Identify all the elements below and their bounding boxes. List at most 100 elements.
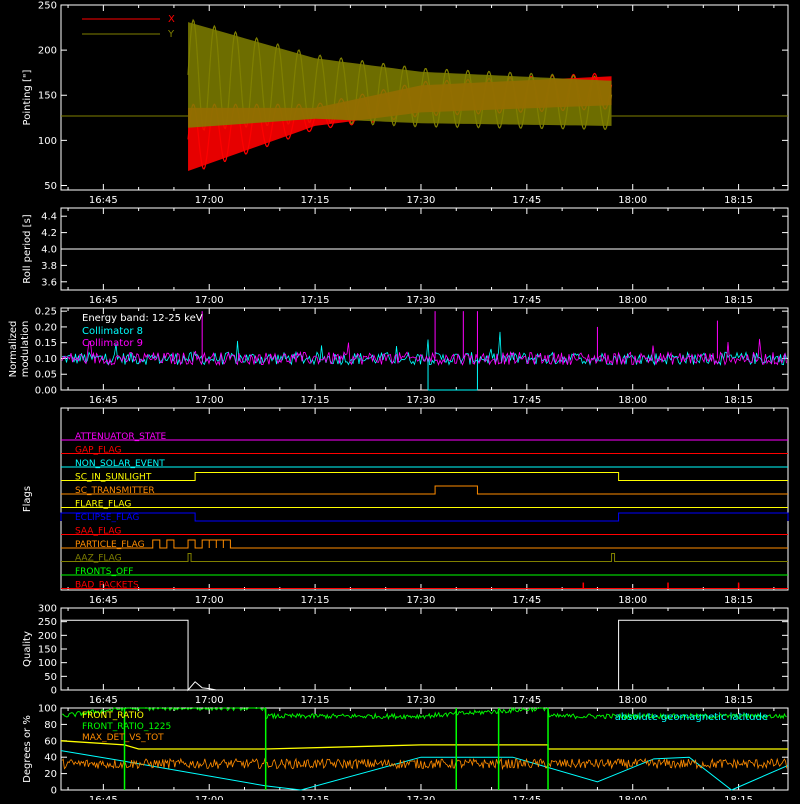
time-tick-label: 17:45	[512, 795, 541, 800]
flag-line-8	[61, 539, 788, 549]
y-tick-label: 4.2	[41, 228, 57, 239]
y-tick-label: 150	[38, 645, 57, 656]
collimator-9-line	[61, 338, 787, 367]
y-axis-label-2b: modulation	[20, 321, 31, 378]
y-tick-label: 3.8	[41, 261, 57, 272]
time-tick-label: 16:45	[89, 695, 118, 706]
time-tick-label: 17:15	[301, 595, 330, 606]
legend-label-collimator-9: Collimator 9	[82, 338, 143, 349]
flag-label-0: ATTENUATOR_STATE	[75, 432, 167, 442]
time-tick-label: 16:45	[89, 595, 118, 606]
flag-line-6	[60, 512, 789, 522]
panel-frame-2	[60, 307, 789, 391]
time-tick-label: 17:00	[195, 795, 224, 800]
time-tick-label: 18:00	[618, 595, 647, 606]
quality-line	[61, 619, 788, 692]
front-ratio-1225-line	[61, 706, 787, 721]
flag-label-4: SC_TRANSMITTER	[75, 486, 155, 496]
y-tick-label: 150	[38, 91, 57, 102]
y-tick-label: 3.6	[41, 277, 57, 288]
time-tick-label: 18:15	[724, 295, 753, 306]
time-tick-label: 16:45	[89, 195, 118, 206]
y-tick-label: 0	[51, 686, 57, 697]
y-tick-label: 0.05	[35, 370, 57, 381]
flag-label-3: SC_IN_SUNLIGHT	[75, 473, 152, 483]
y-tick-label: 40	[44, 753, 57, 764]
time-tick-label: 17:30	[407, 395, 436, 406]
time-tick-label: 17:30	[407, 695, 436, 706]
flag-label-2: NON_SOLAR_EVENT	[75, 459, 165, 469]
y-axis-label-3: Flags	[22, 486, 33, 512]
flag-line-4	[61, 485, 788, 495]
time-tick-label: 16:45	[89, 795, 118, 800]
y-tick-label: 100	[38, 136, 57, 147]
time-tick-label: 17:00	[195, 395, 224, 406]
time-tick-label: 17:45	[512, 595, 541, 606]
y-tick-label: 4.4	[41, 212, 57, 223]
y-tick-label: 50	[44, 181, 57, 192]
y-tick-label: 300	[38, 604, 57, 615]
y-tick-label: 0.25	[35, 307, 57, 318]
y-axis-label-0: Pointing ["]	[22, 69, 33, 125]
time-tick-label: 18:15	[724, 195, 753, 206]
time-tick-label: 16:45	[89, 295, 118, 306]
y-tick-label: 0.15	[35, 338, 57, 349]
time-tick-label: 18:15	[724, 595, 753, 606]
y-tick-label: 4.0	[41, 245, 57, 256]
y-tick-label: 250	[38, 1, 57, 12]
time-tick-label: 17:45	[512, 295, 541, 306]
time-tick-label: 17:45	[512, 695, 541, 706]
y-tick-label: 100	[38, 704, 57, 715]
time-tick-label: 18:00	[618, 295, 647, 306]
legend-label-front-ratio-1225: FRONT_RATIO_1225	[82, 722, 171, 732]
time-tick-label: 17:45	[512, 195, 541, 206]
time-tick-label: 17:30	[407, 595, 436, 606]
y-tick-label: 60	[44, 736, 57, 747]
time-tick-label: 17:15	[301, 795, 330, 800]
y-axis-label-1: Roll period [s]	[22, 214, 33, 283]
y-tick-label: 80	[44, 720, 57, 731]
pointing-y-fill	[188, 22, 612, 128]
time-tick-label: 17:30	[407, 195, 436, 206]
y-axis-label-4: Quality	[22, 631, 33, 667]
panel-frame-0	[60, 4, 789, 191]
time-tick-label: 17:00	[195, 695, 224, 706]
flag-line-3	[61, 472, 788, 482]
time-tick-label: 18:15	[724, 795, 753, 800]
legend-label-geomagnetic-latitude: absolute geomagnetic latitude	[615, 712, 768, 723]
flag-label-6: ECLIPSE_FLAG	[75, 513, 139, 523]
energy-band-annotation: Energy band: 12-25 keV	[82, 313, 203, 324]
time-tick-label: 18:00	[618, 195, 647, 206]
y-tick-label: 50	[44, 672, 57, 683]
y-tick-label: 0.20	[35, 322, 57, 333]
flag-label-9: AAZ_FLAG	[75, 554, 122, 564]
flag-label-10: FRONTS_OFF	[75, 567, 133, 577]
geomagnetic-latitude-line	[60, 750, 789, 791]
time-tick-label: 16:45	[89, 395, 118, 406]
time-tick-label: 17:15	[301, 295, 330, 306]
y-tick-label: 20	[44, 769, 57, 780]
time-tick-label: 17:45	[512, 395, 541, 406]
legend-label-x: X	[168, 14, 175, 25]
panel-frame-3	[60, 407, 789, 591]
y-axis-label-5: Degrees or %	[22, 715, 33, 783]
time-tick-label: 18:00	[618, 795, 647, 800]
max-det-vs-tot-line	[61, 757, 788, 771]
y-tick-label: 200	[38, 46, 57, 57]
y-tick-label: 250	[38, 617, 57, 628]
time-tick-label: 17:00	[195, 595, 224, 606]
time-tick-label: 17:00	[195, 195, 224, 206]
y-tick-label: 0.10	[35, 354, 57, 365]
legend-label-max-det-vs-tot: MAX_DET_VS_TOT	[82, 733, 164, 743]
flag-label-11: BAD_PACKETS	[75, 581, 139, 591]
flag-label-5: FLARE_FLAG	[75, 500, 131, 510]
time-tick-label: 17:00	[195, 295, 224, 306]
legend-label-y: Y	[167, 29, 175, 40]
y-tick-label: 0.00	[35, 386, 57, 397]
time-tick-label: 17:15	[301, 195, 330, 206]
flag-line-9	[61, 553, 788, 563]
time-tick-label: 17:30	[407, 795, 436, 800]
legend-label-front-ratio: FRONT_RATIO	[82, 711, 144, 721]
front-ratio-line	[60, 740, 788, 750]
